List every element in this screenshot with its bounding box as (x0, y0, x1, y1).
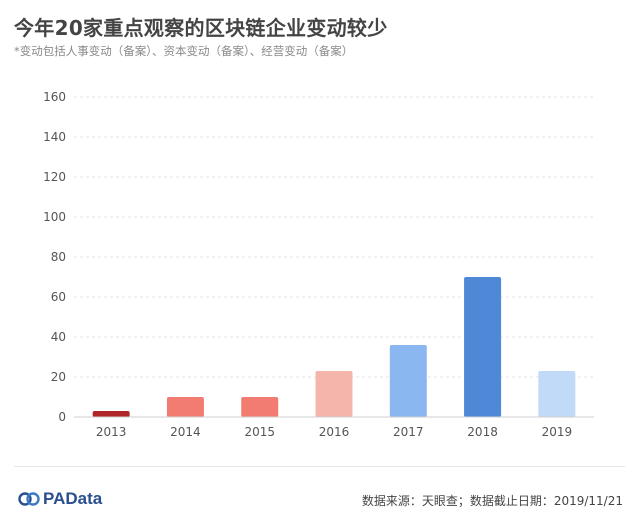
bar-2013 (92, 411, 130, 417)
bar-2017 (389, 345, 427, 417)
padata-logo-text: PAData (43, 489, 103, 508)
chart-title: 今年20家重点观察的区块链企业变动较少 (14, 16, 388, 40)
y-tick-label: 40 (51, 330, 66, 344)
x-tick-label: 2017 (393, 425, 424, 439)
x-tick-label: 2018 (467, 425, 498, 439)
x-tick-label: 2013 (96, 425, 127, 439)
x-tick-label: 2016 (319, 425, 350, 439)
bar-2019 (538, 371, 576, 417)
y-tick-label: 20 (51, 370, 66, 384)
gridlines (74, 96, 594, 378)
x-tick-label: 2014 (170, 425, 201, 439)
bar-2018 (464, 277, 502, 417)
chart-subtitle: *变动包括人事变动（备案）、资本变动（备案）、经营变动（备案） (14, 44, 354, 58)
y-tick-label: 140 (43, 130, 66, 144)
padata-logo: PAData (18, 489, 102, 509)
bars (92, 277, 576, 417)
y-tick-label: 0 (58, 410, 66, 424)
y-tick-label: 160 (43, 90, 66, 104)
y-tick-label: 60 (51, 290, 66, 304)
bar-2016 (315, 371, 353, 417)
footer-divider (14, 466, 625, 467)
bar-2014 (166, 397, 204, 417)
x-axis-ticks: 2013 2014 2015 2016 2017 2018 2019 (96, 425, 572, 439)
padata-logo-icon (18, 492, 40, 506)
x-tick-label: 2019 (542, 425, 573, 439)
bar-2015 (241, 397, 279, 417)
y-axis-ticks: 0 20 40 60 80 100 120 140 160 (43, 90, 66, 424)
x-tick-label: 2015 (244, 425, 275, 439)
data-source-note: 数据来源：天眼查；数据截止日期：2019/11/21 (361, 494, 623, 508)
y-tick-label: 80 (51, 250, 66, 264)
y-tick-label: 100 (43, 210, 66, 224)
y-tick-label: 120 (43, 170, 66, 184)
